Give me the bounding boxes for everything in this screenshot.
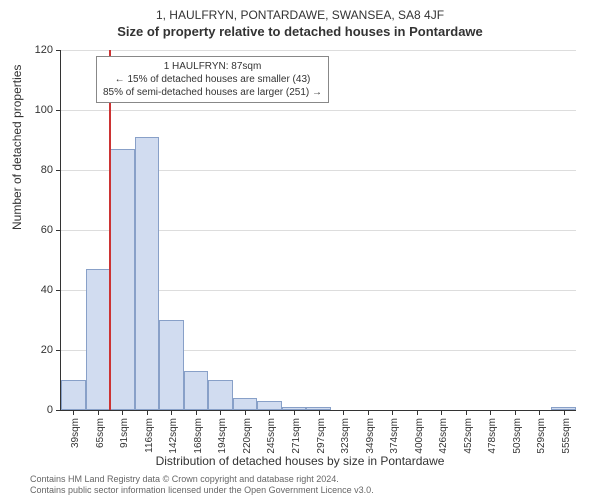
x-tick (245, 410, 246, 415)
y-axis-label: Number of detached properties (10, 65, 24, 230)
property-marker-line (109, 50, 111, 410)
x-tick-label: 555sqm (561, 418, 572, 454)
footer-attribution: Contains HM Land Registry data © Crown c… (30, 474, 590, 496)
x-tick-label: 91sqm (119, 418, 130, 448)
x-tick (294, 410, 295, 415)
x-tick (171, 410, 172, 415)
x-tick (490, 410, 491, 415)
x-tick (368, 410, 369, 415)
histogram-bar (159, 320, 184, 410)
x-tick (147, 410, 148, 415)
histogram-bar (61, 380, 86, 410)
y-tick-label: 40 (41, 284, 53, 296)
x-tick-label: 478sqm (487, 418, 498, 454)
x-tick (515, 410, 516, 415)
x-tick (98, 410, 99, 415)
x-tick-label: 271sqm (291, 418, 302, 454)
x-tick-label: 194sqm (217, 418, 228, 454)
x-tick-label: 374sqm (389, 418, 400, 454)
x-tick-label: 245sqm (266, 418, 277, 454)
y-tick (56, 50, 61, 51)
x-tick-label: 452sqm (463, 418, 474, 454)
x-tick-label: 65sqm (95, 418, 106, 448)
x-tick (441, 410, 442, 415)
x-tick (319, 410, 320, 415)
y-tick (56, 230, 61, 231)
grid-line (61, 110, 576, 111)
chart-title: Size of property relative to detached ho… (0, 22, 600, 39)
x-tick (122, 410, 123, 415)
y-tick (56, 110, 61, 111)
y-tick-label: 0 (47, 404, 53, 416)
x-tick-label: 323sqm (340, 418, 351, 454)
histogram-bar (208, 380, 233, 410)
x-tick (196, 410, 197, 415)
x-tick-label: 349sqm (365, 418, 376, 454)
x-tick-label: 142sqm (168, 418, 179, 454)
chart-container: 1, HAULFRYN, PONTARDAWE, SWANSEA, SA8 4J… (0, 0, 600, 500)
info-box-larger: 85% of semi-detached houses are larger (… (103, 86, 322, 99)
y-tick (56, 170, 61, 171)
x-axis-label: Distribution of detached houses by size … (0, 454, 600, 468)
footer-line2: Contains public sector information licen… (30, 485, 590, 496)
x-tick (220, 410, 221, 415)
x-tick-label: 426sqm (438, 418, 449, 454)
x-tick-label: 400sqm (414, 418, 425, 454)
y-tick (56, 350, 61, 351)
histogram-bar (257, 401, 282, 410)
x-tick-label: 39sqm (70, 418, 81, 448)
y-tick-label: 100 (35, 104, 53, 116)
grid-line (61, 50, 576, 51)
y-tick (56, 290, 61, 291)
x-tick-label: 168sqm (193, 418, 204, 454)
x-tick (564, 410, 565, 415)
y-tick (56, 410, 61, 411)
plot-area: 02040608010012039sqm65sqm91sqm116sqm142s… (60, 50, 576, 411)
x-tick (343, 410, 344, 415)
histogram-bar (86, 269, 111, 410)
histogram-bar (135, 137, 160, 410)
y-tick-label: 80 (41, 164, 53, 176)
x-tick (466, 410, 467, 415)
x-tick (417, 410, 418, 415)
x-tick (73, 410, 74, 415)
y-tick-label: 60 (41, 224, 53, 236)
chart-address: 1, HAULFRYN, PONTARDAWE, SWANSEA, SA8 4J… (0, 0, 600, 22)
histogram-bar (110, 149, 135, 410)
x-tick (539, 410, 540, 415)
y-tick-label: 120 (35, 44, 53, 56)
histogram-bar (184, 371, 209, 410)
info-box-smaller: ← 15% of detached houses are smaller (43… (103, 73, 322, 86)
info-box-property: 1 HAULFRYN: 87sqm (103, 60, 322, 73)
x-tick-label: 503sqm (512, 418, 523, 454)
x-tick-label: 116sqm (144, 418, 155, 453)
x-tick-label: 529sqm (536, 418, 547, 454)
x-tick (269, 410, 270, 415)
x-tick-label: 220sqm (242, 418, 253, 454)
y-tick-label: 20 (41, 344, 53, 356)
info-box: 1 HAULFRYN: 87sqm← 15% of detached house… (96, 56, 329, 103)
x-tick-label: 297sqm (316, 418, 327, 454)
histogram-bar (233, 398, 258, 410)
x-tick (392, 410, 393, 415)
footer-line1: Contains HM Land Registry data © Crown c… (30, 474, 590, 485)
